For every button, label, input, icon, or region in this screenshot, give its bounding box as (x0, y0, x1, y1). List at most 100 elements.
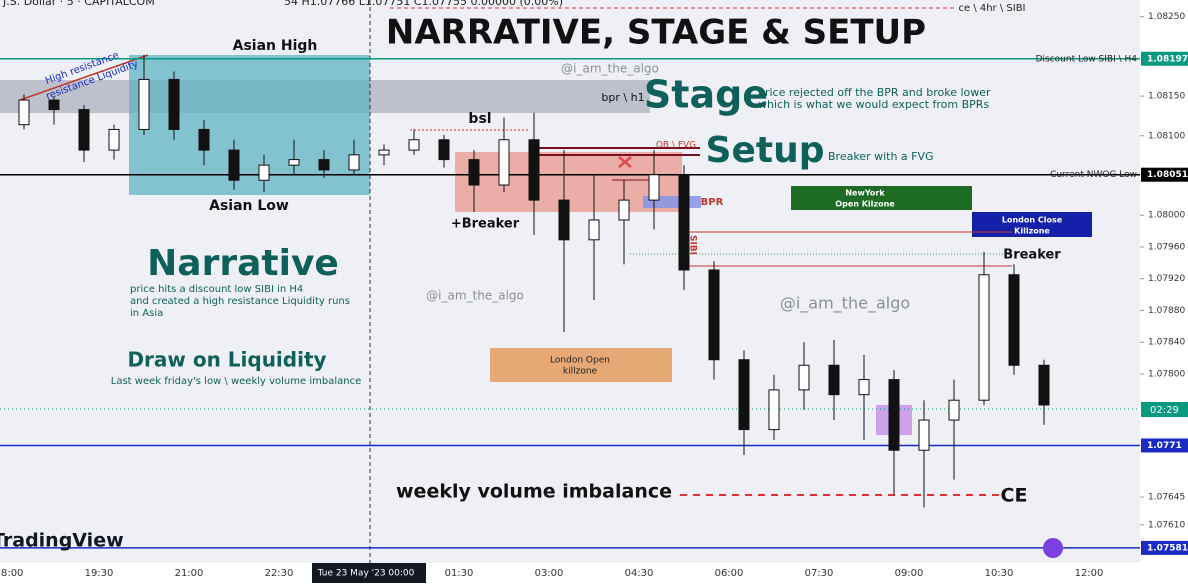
candle-body (108, 128, 120, 151)
annotation: @i_am_the_algo (426, 289, 524, 303)
price-tag-label: 1.08197 (1147, 54, 1188, 64)
price-tag (1141, 540, 1188, 555)
candle-body (888, 379, 900, 451)
y-tick-label: 1.08150 (1148, 92, 1185, 102)
annotation: CE (1001, 485, 1028, 507)
candle-body (498, 139, 510, 186)
x-tick-label: 03:00 (535, 568, 564, 579)
annotation: London Open (550, 356, 610, 366)
annotation: Draw on Liquidity (127, 348, 326, 372)
candle-body (738, 359, 750, 431)
annotation: SIBI (688, 235, 698, 255)
y-tick-label: 1.08000 (1148, 211, 1185, 221)
annotation: Breaker (1003, 248, 1061, 263)
candle-body (258, 164, 270, 181)
london-open-box (490, 348, 672, 382)
y-tick-label: 1.07920 (1148, 274, 1185, 284)
candle-body (138, 78, 150, 130)
price-axis (1140, 0, 1188, 584)
candle-body (288, 159, 300, 166)
annotation: NewYork (845, 189, 885, 198)
candle-body (858, 379, 870, 396)
annotation: London Close (1002, 216, 1063, 225)
trend-line (19, 54, 149, 101)
y-tick-label: 1.08100 (1148, 131, 1185, 141)
price-tag-label: 1.08051 (1147, 170, 1188, 180)
candle-body (828, 364, 840, 396)
candle-body (708, 269, 720, 361)
annotation: Asian High (233, 38, 318, 54)
y-tick-label: 1.07960 (1148, 242, 1185, 252)
annotation: Last week friday's low \ weekly volume i… (111, 376, 361, 387)
annotation: killzone (563, 367, 598, 377)
candle-body (168, 78, 180, 130)
candles: 18:0018:3019:0019:3020:0020:3021:0021:30… (0, 54, 1140, 549)
x-tick-label: 10:30 (985, 568, 1014, 579)
symbol: J.S. Dollar · 5 · CAPITALCOM (2, 0, 155, 8)
x-tick-label: 04:30 (625, 568, 654, 579)
annotation: @i_am_the_algo (561, 62, 659, 76)
annotation: Open Kilzone (835, 200, 895, 209)
time-axis (0, 563, 1140, 584)
x-tick-label: 21:00 (175, 568, 204, 579)
candle-body (528, 139, 540, 201)
countdown-tag (1141, 402, 1188, 417)
y-tick-label: 1.07840 (1148, 338, 1185, 348)
x-tick-label: Tue 23 May '23 00:00 (317, 569, 415, 579)
annotation: +Breaker (451, 217, 520, 232)
candle-body (678, 174, 690, 271)
annotation: Breaker with a FVG (828, 150, 934, 163)
price-line-label: Discount Low SIBI \ H4 (1036, 54, 1138, 64)
x-tick-label: 22:30 (265, 568, 294, 579)
x-tick-label: 09:00 (895, 568, 924, 579)
y-tick-label: 1.07645 (1148, 493, 1185, 503)
candle-body (948, 399, 960, 421)
countdown: 02:29 (1150, 405, 1179, 416)
annotation: weekly volume imbalance (396, 481, 672, 503)
newyork-killzone-box (791, 186, 972, 210)
candle-body (228, 149, 240, 181)
alert-icon[interactable] (1043, 538, 1063, 558)
x-tick-label: 06:00 (715, 568, 744, 579)
candle-body (18, 99, 30, 126)
candle-body (648, 174, 660, 201)
candle-body (378, 149, 390, 156)
ohlc-readout: 54 H1.07766 L1.07751 C1.07755 0.00000 (0… (284, 0, 563, 8)
y-tick-label: 1.08250 (1148, 12, 1185, 22)
price-tag-label: 1.0771 (1147, 441, 1182, 451)
x-tick-label: 07:30 (805, 568, 834, 579)
price-line-label: Current NWOG Low (1050, 170, 1137, 180)
candle-body (348, 154, 360, 171)
x-tick-label: 18:00 (0, 568, 23, 579)
y-tick-label: 1.07610 (1148, 520, 1185, 530)
candle-body (618, 199, 630, 221)
x-tick-label: 01:30 (445, 568, 474, 579)
candle-body (798, 364, 810, 391)
annotation: ce \ 4hr \ SIBI (958, 3, 1025, 14)
annotation: in Asia (130, 308, 163, 319)
chart-title: NARRATIVE, STAGE & SETUP (386, 13, 926, 53)
rejection-mark (618, 156, 632, 168)
candle-body (408, 139, 420, 151)
watermark: TradingView (0, 530, 124, 552)
candle-body (1038, 364, 1050, 406)
candle-body (1008, 274, 1020, 366)
x-tick-label: 12:00 (1075, 568, 1104, 579)
annotation: Setup (706, 130, 825, 171)
annotation: Asian Low (209, 198, 289, 214)
annotation: Narrative (147, 243, 339, 284)
candle-body (78, 109, 90, 151)
annotation: and created a high resistance Liquidity … (130, 296, 350, 307)
candle-body (918, 419, 930, 451)
candle-body (438, 139, 450, 161)
candle-body (588, 219, 600, 241)
annotation: price rejected off the BPR and broke low… (758, 86, 991, 99)
candle-body (558, 199, 570, 241)
candle-body (978, 274, 990, 401)
price-tag (1141, 167, 1188, 182)
x-tick-label: 19:30 (85, 568, 114, 579)
candle-body (768, 389, 780, 431)
